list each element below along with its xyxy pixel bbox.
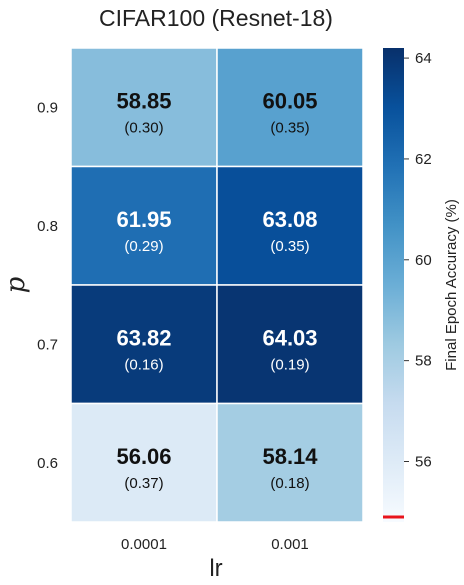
cell-std-label: (0.37) [124, 475, 163, 492]
heatmap-cell [216, 47, 364, 168]
axis-ticks: 0.9 0.8 0.7 0.6 0.0001 0.001 [37, 99, 309, 553]
cell-std-label: (0.18) [270, 475, 309, 492]
heatmap-cell [70, 284, 218, 405]
y-tick-label: 0.8 [37, 218, 58, 235]
cell-value-label: 56.06 [116, 444, 171, 469]
colorbar: 56 58 60 62 64 [383, 48, 432, 522]
heatmap-cell [70, 47, 218, 168]
cell-std-label: (0.29) [124, 238, 163, 255]
colorbar-tick-label: 60 [415, 252, 432, 269]
cell-value-label: 63.82 [116, 325, 171, 350]
heatmap-cell [216, 284, 364, 405]
cell-value-label: 63.08 [262, 207, 317, 232]
cell-value-label: 64.03 [262, 325, 317, 350]
heatmap-cell [70, 402, 218, 523]
x-tick-label: 0.0001 [121, 536, 167, 553]
colorbar-gradient [383, 48, 404, 522]
cell-std-label: (0.30) [124, 119, 163, 136]
y-axis-label: p [1, 276, 31, 293]
y-tick-label: 0.9 [37, 99, 58, 116]
cell-std-label: (0.19) [270, 356, 309, 373]
cell-std-label: (0.35) [270, 238, 309, 255]
colorbar-tick-label: 58 [415, 353, 432, 370]
cell-value-label: 60.05 [262, 88, 317, 113]
colorbar-label: Final Epoch Accuracy (%) [443, 199, 460, 371]
colorbar-tick-label: 56 [415, 453, 432, 470]
heatmap-cell [70, 165, 218, 286]
x-tick-label: 0.001 [271, 536, 309, 553]
y-tick-label: 0.7 [37, 336, 58, 353]
cell-value-label: 58.14 [262, 444, 318, 469]
cell-std-label: (0.35) [270, 119, 309, 136]
chart-title: CIFAR100 (Resnet-18) [99, 5, 333, 31]
y-tick-label: 0.6 [37, 455, 58, 472]
heatmap-cell [216, 402, 364, 523]
cell-value-label: 61.95 [116, 207, 171, 232]
colorbar-tick-label: 62 [415, 151, 432, 168]
heatmap-cell [216, 165, 364, 286]
x-axis-label: lr [209, 555, 222, 582]
cell-std-label: (0.16) [124, 356, 163, 373]
colorbar-tick-label: 64 [415, 50, 432, 67]
heatmap-cells: 58.85 (0.30) 60.05 (0.35) 61.95 (0.29) 63.08 (0… [70, 47, 364, 523]
cell-value-label: 58.85 [116, 88, 171, 113]
